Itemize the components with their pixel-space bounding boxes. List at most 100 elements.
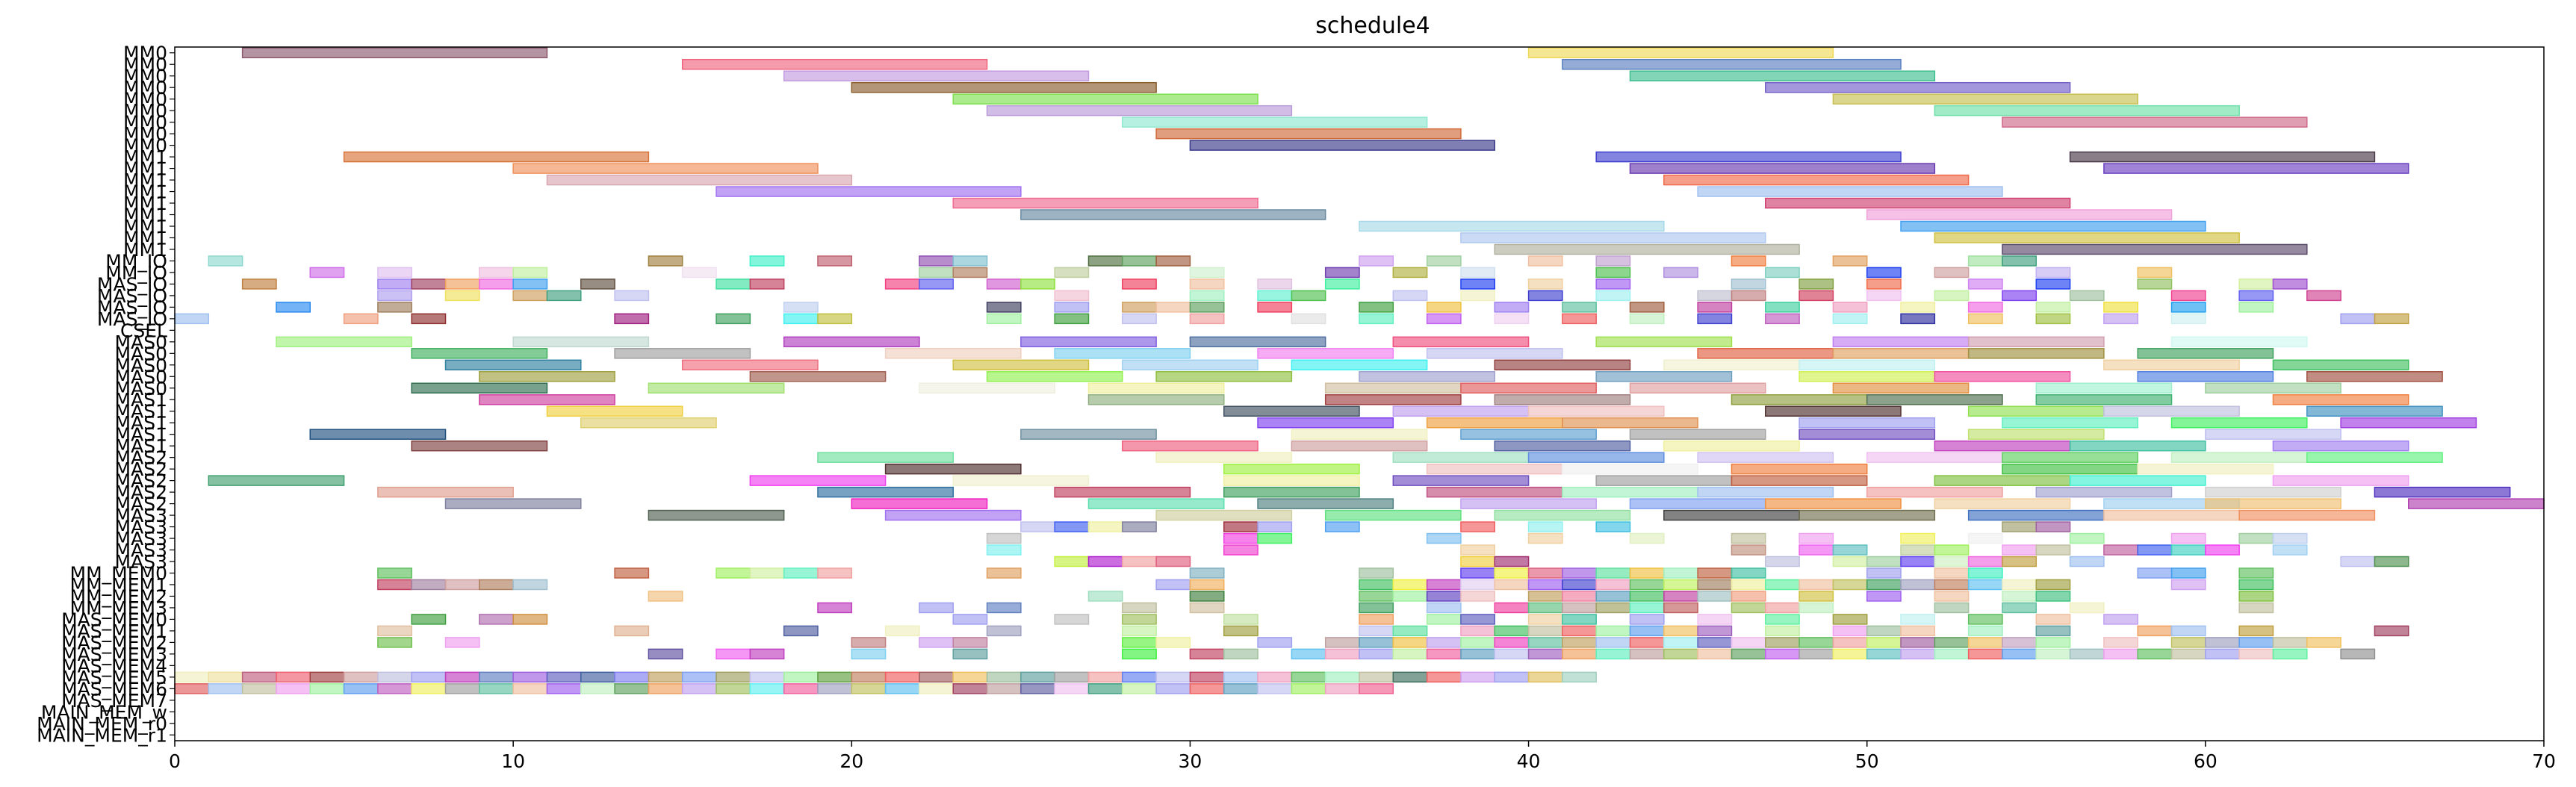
task-bar [1257,521,1293,532]
task-bar [1426,614,1462,625]
task-bar [1629,429,1766,440]
task-bar [1629,591,1665,602]
y-tick-label: MM0 [123,66,167,87]
task-bar [1562,302,1597,313]
task-bar [1223,486,1360,498]
task-bar [1629,625,1665,637]
task-bar [546,683,582,694]
y-tick-label: MAIN_MEM_r1 [37,724,167,746]
task-bar [241,47,548,58]
y-tick-label: MM0 [123,54,167,75]
task-bar [1731,394,1868,405]
task-bar [1527,648,1563,660]
y-tick-label: MM0 [123,135,167,157]
task-bar [377,671,412,683]
task-bar [884,625,920,637]
task-bar [1122,359,1258,371]
task-bar [1392,637,1428,648]
task-bar [1087,521,1123,532]
task-bar [1359,648,1394,660]
task-bar [1359,637,1394,648]
task-bar [1189,336,1326,348]
task-bar [1900,544,1936,556]
task-bar [546,174,853,186]
task-bar [1697,186,2003,197]
task-bar [851,683,887,694]
task-bar [2035,544,2071,556]
task-bar [749,671,785,683]
task-bar [1731,532,1766,544]
task-bar [309,683,345,694]
task-bar [2238,579,2274,591]
task-bar [479,579,514,591]
task-bar [919,267,954,279]
task-bar [2002,637,2037,648]
task-bar [2069,290,2105,302]
task-bar [1562,486,1698,498]
task-bar [2170,452,2308,463]
task-bar [1460,232,1766,243]
x-tick-label: 60 [2194,750,2217,772]
task-bar [580,279,615,290]
task-bar [241,671,277,683]
task-bar [1595,267,1631,279]
task-bar [1054,556,1090,567]
task-bar [1731,475,1868,486]
task-bar [2272,475,2409,486]
task-bar [2002,591,2037,602]
task-bar [2272,279,2308,290]
task-bar [2238,648,2274,660]
task-bar [1967,255,2003,267]
y-tick-label: MAS0 [115,343,167,364]
task-bar [1392,336,1530,348]
task-bar [783,70,1090,81]
task-bar [2002,602,2037,614]
y-tick-label: MM_MEM0 [70,562,167,584]
task-bar [1934,579,1970,591]
task-bar [1595,279,1631,290]
task-bar [1663,602,1698,614]
y-tick-label: MAS0 [115,378,167,399]
y-tick-label: MAS_IO [97,285,167,307]
y-tick-label: MM1 [123,169,167,191]
task-bar [1663,567,1698,579]
task-bar [986,279,1022,290]
task-bar [1595,255,1631,267]
task-bar [2069,556,2105,567]
task-bar [512,671,548,683]
task-bar [1967,556,2003,567]
task-bar [2035,267,2071,279]
task-bar [1697,591,1733,602]
task-bar [1291,683,1326,694]
task-bar [1765,313,1800,325]
task-bar [411,348,548,359]
task-bar [1324,648,1360,660]
x-axis: 0 10 20 30 40 50 60 70 [169,741,2556,772]
task-bar [580,683,615,694]
task-bar [919,637,954,648]
task-bar [1223,405,1360,417]
task-bar [1392,579,1428,591]
task-bar [2407,498,2545,509]
task-bar [1934,475,2071,486]
task-bar [1900,532,1936,544]
task-bar [1967,532,2003,544]
y-tick-label: MM_MEM1 [70,574,167,596]
task-bar [1359,591,1394,602]
task-bar [2238,302,2274,313]
task-bar [1155,302,1191,313]
task-bar [343,313,379,325]
task-bar [2002,556,2037,567]
task-bar [2002,648,2037,660]
y-tick-label: MM0 [123,100,167,122]
task-bar [2205,637,2240,648]
task-bar [1595,521,1631,532]
y-tick-label: MAS1 [115,435,167,457]
y-tick-label: MM0 [123,43,167,64]
task-bar [1900,579,1936,591]
task-bar [986,671,1022,683]
task-bar [512,579,548,591]
task-bar [1697,637,1733,648]
task-bar [1054,486,1191,498]
